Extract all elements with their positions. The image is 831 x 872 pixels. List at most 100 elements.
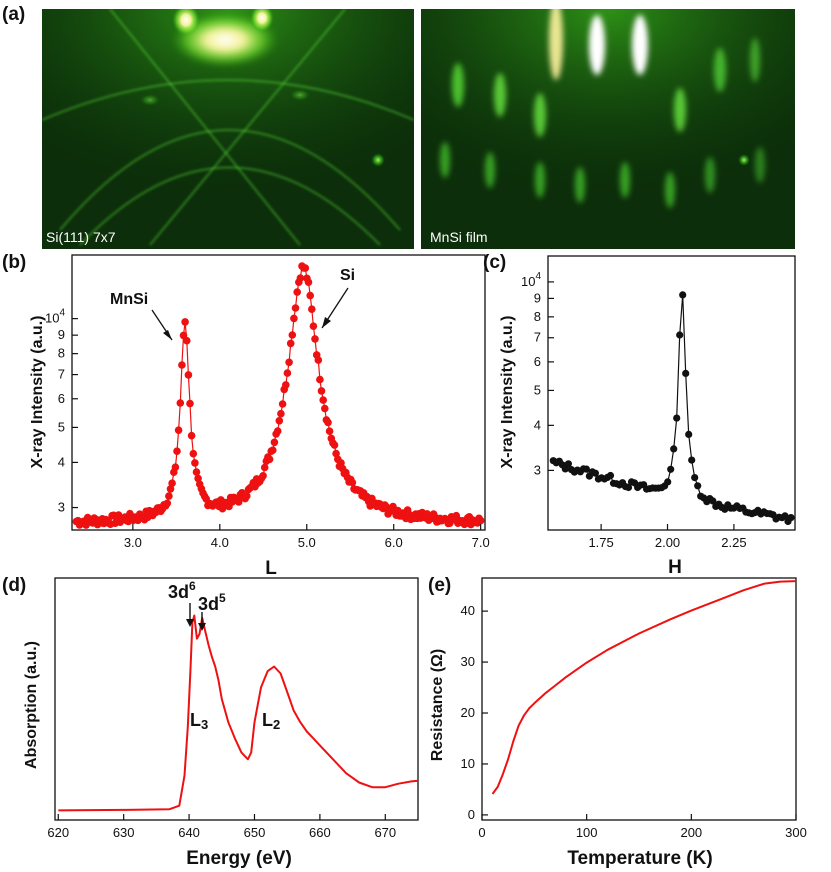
y-tick-label: 30 bbox=[461, 654, 475, 669]
chart-c-point bbox=[688, 456, 696, 464]
chart-b-point bbox=[171, 463, 180, 472]
chart-b-point bbox=[186, 399, 194, 408]
x-tick-label: 670 bbox=[374, 825, 396, 840]
chart-b-point bbox=[319, 396, 328, 404]
caption-si111: Si(111) 7x7 bbox=[46, 229, 116, 245]
chart-b-point bbox=[183, 336, 191, 345]
chart-c-point bbox=[682, 369, 690, 377]
y-tick-label: 6 bbox=[58, 391, 65, 406]
chart-c-point bbox=[564, 460, 573, 468]
chart-b-point bbox=[176, 399, 185, 407]
chart-b-point bbox=[265, 455, 274, 464]
chart-e-xlabel: Temperature (K) bbox=[567, 848, 712, 869]
y-tick-label: 3 bbox=[58, 500, 65, 515]
annotation-3d6: 3d6 bbox=[168, 579, 196, 602]
x-tick-label: 6.0 bbox=[385, 535, 403, 550]
chart-b-point bbox=[277, 409, 285, 418]
chart-b-point bbox=[317, 387, 326, 395]
chart-b-point bbox=[296, 274, 305, 282]
chart-c-point bbox=[624, 483, 633, 492]
chart-d-xlabel: Energy (eV) bbox=[186, 848, 292, 869]
chart-b-frame bbox=[71, 254, 486, 531]
chart-e-ylabel: Resistance (Ω) bbox=[429, 649, 446, 761]
panel-label-c: (c) bbox=[483, 252, 506, 273]
chart-d-series-line bbox=[58, 614, 419, 812]
chart-c-marks bbox=[549, 291, 795, 526]
x-tick-label: 620 bbox=[47, 825, 69, 840]
chart-b-point bbox=[324, 418, 332, 427]
y-tick-label: 5 bbox=[58, 419, 65, 434]
chart-c-point bbox=[709, 497, 717, 505]
chart-b-point bbox=[311, 335, 319, 343]
x-tick-label: 2.00 bbox=[655, 535, 680, 550]
chart-b-point bbox=[234, 498, 243, 506]
chart-b-point bbox=[173, 447, 181, 456]
x-tick-label: 650 bbox=[244, 825, 266, 840]
chart-c-point bbox=[781, 512, 789, 520]
chart-b-point bbox=[194, 474, 202, 483]
chart-b-point bbox=[285, 358, 293, 367]
chart-c-point bbox=[685, 430, 693, 438]
chart-b-point bbox=[291, 304, 300, 312]
chart-b-point bbox=[275, 417, 284, 425]
y-tick-label: 104 bbox=[521, 271, 541, 289]
rheed-image-si111: Si(111) 7x7 bbox=[42, 9, 414, 249]
chart-c-xlabel: H bbox=[668, 557, 682, 578]
chart-d-ylabel: Absorption (a.u.) bbox=[23, 641, 40, 769]
chart-c-point bbox=[676, 331, 684, 339]
y-tick-label: 20 bbox=[461, 705, 475, 720]
chart-c-series-line bbox=[552, 294, 792, 523]
panel-label-a: (a) bbox=[2, 4, 25, 25]
chart-d-axes: 620 630 640 650 660 670 bbox=[47, 814, 396, 840]
y-tick-label: 9 bbox=[58, 327, 65, 342]
x-tick-label: 0 bbox=[478, 825, 485, 840]
y-tick-label: 6 bbox=[534, 354, 541, 369]
y-tick-label: 10 bbox=[461, 756, 475, 771]
chart-b-point bbox=[191, 459, 199, 467]
chart-d-frame bbox=[54, 577, 419, 821]
y-tick-label: 4 bbox=[534, 417, 541, 432]
panel-label-b: (b) bbox=[2, 252, 26, 273]
chart-b-point bbox=[181, 318, 189, 326]
chart-b-point bbox=[260, 463, 269, 472]
chart-b-point bbox=[269, 446, 277, 455]
chart-e-axes: 0 100 200 300 0 10 20 30 40 bbox=[461, 603, 807, 840]
chart-b-point bbox=[301, 264, 310, 272]
panel-label-d: (d) bbox=[2, 575, 26, 596]
chart-c-frame bbox=[547, 255, 796, 531]
chart-b-point bbox=[174, 426, 183, 435]
chart-b-point bbox=[166, 485, 175, 493]
panel-label-e: (e) bbox=[428, 575, 451, 596]
chart-c-point bbox=[664, 478, 672, 486]
chart-c-ylabel: X-ray Intensity (a.u.) bbox=[499, 316, 516, 469]
chart-b-point bbox=[309, 322, 318, 331]
y-tick-label: 40 bbox=[461, 603, 475, 618]
chart-b-point bbox=[278, 400, 287, 408]
y-tick-label: 8 bbox=[534, 309, 541, 324]
chart-b-point bbox=[306, 291, 315, 300]
chart-b-point bbox=[184, 371, 193, 379]
chart-c-point bbox=[679, 291, 687, 299]
x-tick-label: 3.0 bbox=[124, 535, 142, 550]
chart-b-point bbox=[476, 516, 485, 525]
x-tick-label: 4.0 bbox=[211, 535, 229, 550]
chart-b-point bbox=[259, 472, 267, 480]
y-tick-label: 5 bbox=[534, 382, 541, 397]
chart-b-point bbox=[273, 427, 282, 435]
chart-b-point bbox=[337, 459, 345, 467]
x-tick-label: 200 bbox=[680, 825, 702, 840]
x-tick-label: 640 bbox=[178, 825, 200, 840]
chart-b-xlabel: L bbox=[265, 558, 277, 579]
x-tick-label: 660 bbox=[309, 825, 331, 840]
y-tick-label: 104 bbox=[45, 308, 65, 326]
chart-b-marks bbox=[72, 262, 485, 529]
chart-d-marks bbox=[58, 614, 419, 812]
annotation-si: Si bbox=[340, 267, 355, 284]
chart-d: (d) 620 630 640 650 660 670 Energy (eV) Absor… bbox=[2, 575, 419, 869]
chart-b-point bbox=[308, 305, 316, 314]
x-tick-label: 1.75 bbox=[588, 535, 613, 550]
